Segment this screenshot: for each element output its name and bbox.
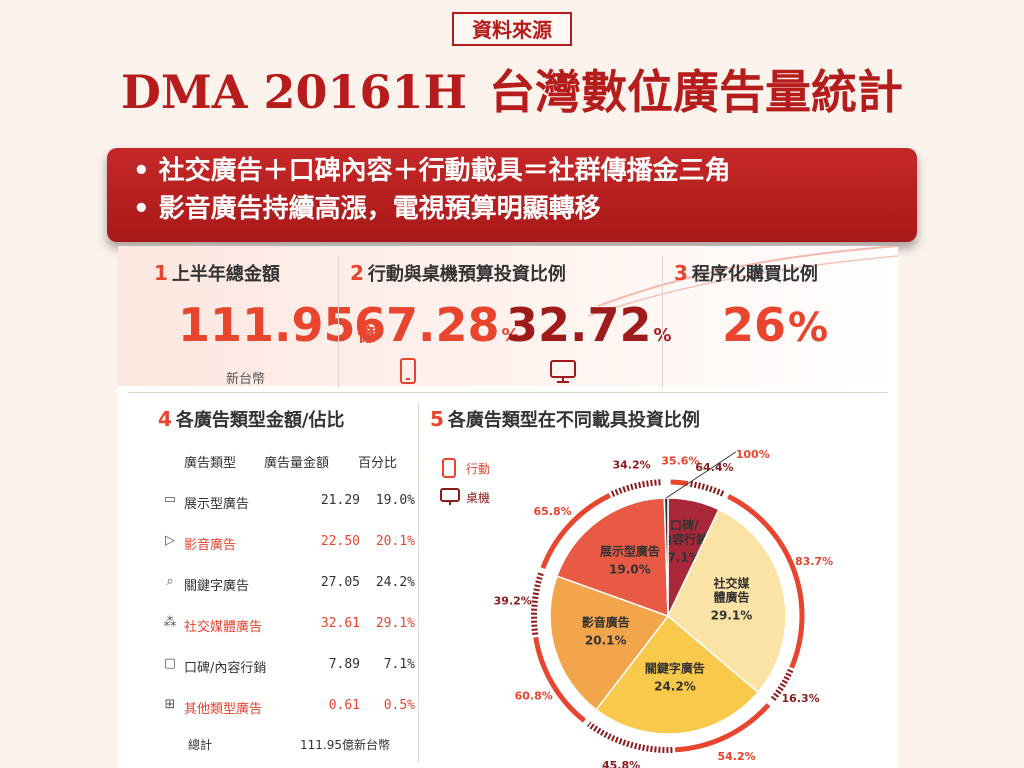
currency-label: 新台幣	[226, 372, 266, 387]
divider	[418, 402, 419, 762]
section-1-title: 1 上半年總金額	[154, 261, 280, 285]
ring-mobile-label: 83.7%	[795, 555, 833, 568]
pie-slice-value: 20.1%	[585, 633, 627, 647]
banner-line-2: • 影音廣告持續高漲，電視預算明顯轉移	[133, 194, 601, 224]
ring-mobile-label: 35.6%	[661, 454, 699, 467]
section-3-title: 3 程序化購買比例	[674, 261, 818, 285]
ring-mobile-arc	[533, 636, 586, 723]
other-leader-line	[665, 451, 737, 499]
section-5-number: 5	[430, 407, 444, 431]
ring-desktop-label: 64.4%	[695, 461, 733, 474]
mobile-icon	[400, 358, 416, 384]
ring-mobile-label: 60.8%	[515, 689, 553, 702]
col-header-amount: 廣告量金額	[264, 456, 330, 471]
grid-icon: ⊞	[164, 697, 176, 712]
share-icon: ⁂	[163, 615, 177, 630]
ring-desktop-arc	[610, 479, 662, 497]
ring-desktop-arc	[689, 480, 725, 497]
desktop-ratio-value: 32.72	[506, 298, 652, 352]
pie-slice	[595, 614, 760, 735]
mobile-ratio: 67.28%	[354, 298, 520, 352]
ring-desktop-label: 39.2%	[494, 595, 532, 608]
total-amount: 111.95 億	[178, 298, 376, 352]
desktop-icon	[550, 360, 576, 383]
table-row: ▷ 影音廣告 22.50 20.1%	[160, 533, 415, 553]
infographic-panel: 1 上半年總金額 111.95 億 新台幣 2 行動與桌機預算投資比例 67.28% …	[118, 246, 898, 768]
legend-desktop-icon	[440, 488, 460, 505]
pie-slice-value: 7.1%	[668, 551, 701, 565]
ring-mobile-arc	[670, 479, 689, 486]
programmatic-ratio-unit: %	[788, 305, 829, 351]
ring-desktop-label: 16.3%	[782, 692, 820, 705]
search-icon: ⌕	[166, 574, 174, 589]
table-row: ▢ 口碑/內容行銷 7.89 7.1%	[160, 656, 415, 676]
stats-band	[118, 246, 898, 386]
section-2-number: 2	[350, 261, 364, 285]
pie-slice-label: 影音廣告	[582, 614, 630, 629]
ring-desktop-label: 45.8%	[602, 759, 640, 768]
ad-type-table: ▭ 展示型廣告 21.29 19.0% ▷ 影音廣告 22.50 20.1% ⌕…	[160, 492, 420, 732]
total-label: 總計	[188, 738, 213, 752]
mobile-ratio-unit: %	[501, 325, 520, 346]
table-row: ▭ 展示型廣告 21.29 19.0%	[160, 492, 415, 512]
ring-mobile-label: 54.2%	[717, 750, 755, 763]
section-5-title: 5 各廣告類型在不同載具投資比例	[430, 407, 700, 431]
ring-mobile-arc	[674, 703, 771, 753]
pie-slice-label: 口碑/	[670, 518, 699, 533]
ring-desktop-label: 34.2%	[613, 458, 651, 471]
total-amount-unit: 億	[357, 325, 376, 346]
pie-slice-value: 29.1%	[711, 608, 753, 622]
pie-slice-label: 體廣告	[713, 589, 749, 604]
total-value: 111.95億新台幣	[300, 738, 390, 752]
ring-mobile-arc	[727, 494, 805, 669]
section-4-number: 4	[158, 407, 172, 431]
pie-slice-label: 展示型廣告	[600, 543, 660, 558]
mobile-ratio-value: 67.28	[354, 298, 500, 352]
pie-slice	[667, 508, 787, 694]
chat-icon: ▢	[163, 656, 177, 671]
table-row: ⌕ 關鍵字廣告 27.05 24.2%	[160, 574, 415, 594]
ring-mobile-arc	[540, 493, 611, 569]
pie-slice-value: 24.2%	[654, 680, 696, 694]
pie-slice-value: 19.0%	[609, 562, 651, 576]
ring-mobile-label: 65.8%	[534, 505, 572, 518]
pie-slice	[549, 575, 670, 711]
desktop-ratio: 32.72%	[506, 298, 672, 352]
video-icon: ▷	[165, 533, 175, 548]
source-label: 資料來源	[452, 12, 572, 46]
ring-desktop-arc	[586, 721, 673, 753]
divider	[338, 256, 339, 388]
divider	[662, 256, 663, 388]
section-3-number: 3	[674, 261, 688, 285]
programmatic-ratio-value: 26	[722, 298, 787, 352]
page-title: DMA 20161H 台灣數位廣告量統計	[0, 52, 1024, 132]
title-en: DMA 20161H	[120, 65, 467, 119]
banner-line-1: • 社交廣告＋口碑內容＋行動載具＝社群傳播金三角	[133, 156, 731, 186]
legend-mobile: 行動	[466, 462, 491, 476]
col-header-pct: 百分比	[358, 456, 398, 471]
other-ring-label: 100%	[736, 448, 770, 461]
divider	[128, 392, 888, 393]
table-row: ⁂ 社交媒體廣告 32.61 29.1%	[160, 615, 416, 635]
section-2-title: 2 行動與桌機預算投資比例	[350, 261, 566, 285]
image-icon: ▭	[163, 492, 177, 507]
table-row: ⊞ 其他類型廣告 0.61 0.5%	[160, 697, 415, 717]
programmatic-ratio: 26%	[722, 298, 828, 352]
legend-desktop: 桌機	[466, 491, 491, 505]
ring-desktop-arc	[769, 668, 794, 703]
pie-slice-label: 關鍵字廣告	[645, 661, 705, 676]
pie-slice-label: 社交媒	[712, 575, 750, 590]
decorative-wave	[587, 246, 898, 317]
col-header-type: 廣告類型	[184, 456, 237, 471]
section-1-number: 1	[154, 261, 168, 285]
total-amount-value: 111.95	[178, 298, 356, 352]
section-4-title: 4 各廣告類型金額/佔比	[158, 407, 345, 431]
pie-chart: 口碑/內容行銷 7.1% 35.6%64.4% 社交媒體廣告 29.1% 83.7% 16.…	[494, 448, 833, 768]
legend-mobile-icon	[442, 458, 456, 478]
pie-slice	[556, 497, 669, 618]
title-zh: 台灣數位廣告量統計	[489, 65, 903, 119]
ring-desktop-arc	[531, 572, 544, 636]
key-points-banner: • 社交廣告＋口碑內容＋行動載具＝社群傳播金三角 • 影音廣告持續高漲，電視預算…	[107, 148, 917, 242]
pie-slice-label: 內容行銷	[660, 532, 708, 547]
